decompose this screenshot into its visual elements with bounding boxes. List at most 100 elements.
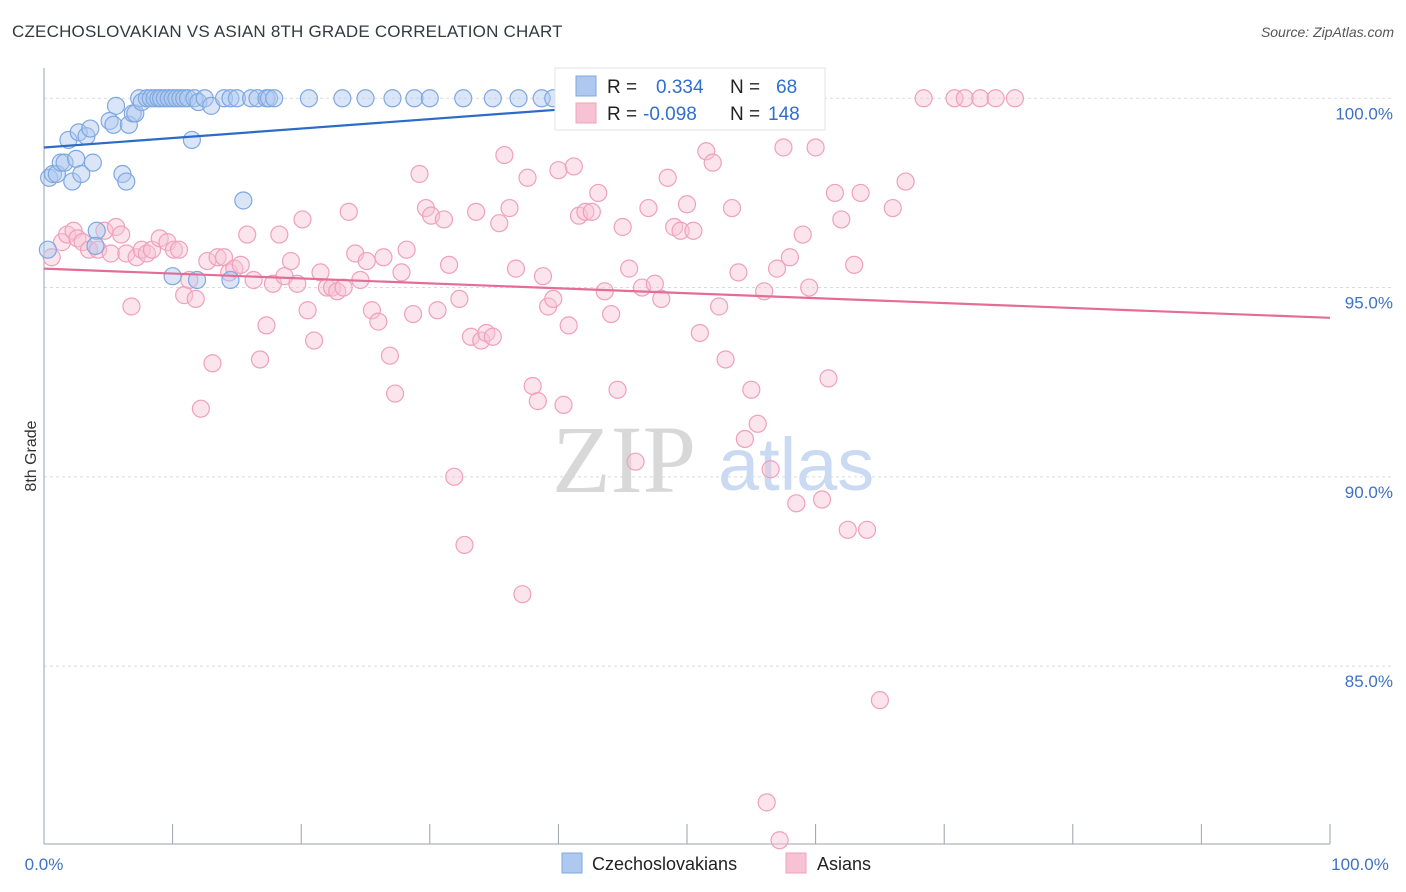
asian-point [186, 289, 205, 309]
y-tick-label: 95.0% [1345, 294, 1393, 313]
czechoslovakian-point [195, 89, 214, 108]
asian-point [112, 225, 131, 244]
asian-point [533, 267, 553, 286]
asian-point [559, 316, 578, 335]
czechoslovakian-point [117, 172, 136, 191]
asian-point [774, 138, 793, 157]
asian-point [428, 301, 447, 320]
asian-point [257, 316, 276, 335]
asian-point [582, 202, 601, 221]
asian-point [518, 168, 537, 187]
asian-point [986, 89, 1005, 108]
asian-point [793, 225, 812, 244]
asian-point [658, 168, 677, 187]
asian-point [244, 270, 263, 290]
czechoslovakian-point [265, 89, 284, 108]
asian-point [729, 263, 748, 282]
czechoslovakian-point [119, 115, 138, 134]
asian-point [554, 395, 573, 414]
y-axis-label: 8th Grade [23, 420, 40, 491]
y-tick-label: 85.0% [1345, 672, 1393, 691]
legend-swatch-pink [575, 102, 597, 124]
asian-point [117, 244, 136, 263]
y-tick-label: 100.0% [1335, 104, 1393, 123]
asian-point [812, 490, 832, 509]
asian-point [845, 255, 864, 274]
asian-point [298, 301, 317, 320]
czechoslovakian-point [509, 89, 528, 108]
asian-point [832, 210, 851, 229]
legend-n-label-pink: N = [730, 104, 760, 125]
legend-box [554, 67, 826, 131]
asian-point [231, 255, 250, 274]
asian-point [357, 251, 376, 271]
asian-point [339, 202, 358, 221]
asian-point [806, 138, 825, 157]
asian-point [742, 380, 761, 399]
asians-points [42, 89, 1025, 850]
asian-point [270, 225, 289, 244]
asian-point [671, 221, 690, 240]
asian-point [397, 240, 416, 259]
asian-point [955, 89, 974, 108]
czechoslovakian-point [72, 164, 91, 184]
legend-r-label-blue: R = [607, 77, 637, 98]
asian-point [380, 346, 400, 365]
asian-point [748, 414, 767, 433]
asian-point [735, 429, 754, 449]
asian-point [369, 312, 388, 331]
czechoslovakian-point [171, 89, 190, 108]
asian-point [652, 289, 671, 309]
czechoslovakian-point [454, 89, 473, 108]
czechoslovakian-point [483, 89, 502, 108]
czechoslovakian-point [87, 221, 106, 240]
asian-point [122, 297, 141, 316]
asian-point [722, 198, 742, 218]
asian-point [461, 327, 481, 346]
czechoslovakian-point [55, 153, 74, 172]
asian-point [626, 452, 645, 471]
legend-n-value-blue: 68 [776, 77, 797, 98]
asian-point [466, 202, 486, 221]
asian-point [800, 278, 819, 297]
asian-point [639, 198, 658, 218]
asian-point [513, 585, 532, 604]
asian-point [164, 240, 183, 259]
czechoslovakian-point [145, 89, 164, 108]
asian-point [334, 278, 353, 297]
asian-point [250, 350, 270, 369]
legend-r-label-pink: R = [607, 104, 637, 125]
czechoslovakian-point [38, 240, 57, 259]
asian-point [883, 198, 902, 218]
legend-swatch-blue [575, 75, 597, 97]
asian-point [690, 323, 709, 343]
asian-point [564, 157, 583, 176]
asian-point [851, 183, 870, 203]
asian-point [293, 210, 312, 229]
correlation-legend: R = 0.334 N = 68 R = -0.098 N = 148 [554, 67, 826, 131]
asian-point [392, 263, 411, 282]
czechoslovakian-point [259, 89, 279, 108]
series-legend: Czechoslovakians Asians [561, 852, 871, 874]
asian-point [857, 520, 877, 539]
legend-n-label-blue: N = [730, 77, 760, 98]
czechoslovakian-point [356, 89, 375, 108]
czechoslovakian-point [214, 89, 234, 108]
asian-point [819, 369, 838, 388]
asian-point [677, 195, 697, 214]
asian-point [490, 214, 509, 233]
asian-point [281, 251, 301, 271]
legend-n-value-pink: 148 [768, 104, 800, 125]
asian-point [500, 198, 519, 218]
asian-point [602, 304, 621, 324]
grid-lines [44, 97, 1393, 667]
asian-point [787, 494, 806, 513]
czechoslovakian-point [59, 130, 78, 150]
asian-point [374, 248, 393, 267]
czechoslovakian-point [86, 236, 105, 256]
czechoslovakian-point [67, 149, 86, 168]
legend-r-value-blue: 0.334 [656, 77, 704, 98]
asian-point [523, 376, 542, 396]
legend-r-value-pink: -0.098 [643, 104, 697, 125]
czechoslovakian-point [383, 89, 402, 108]
